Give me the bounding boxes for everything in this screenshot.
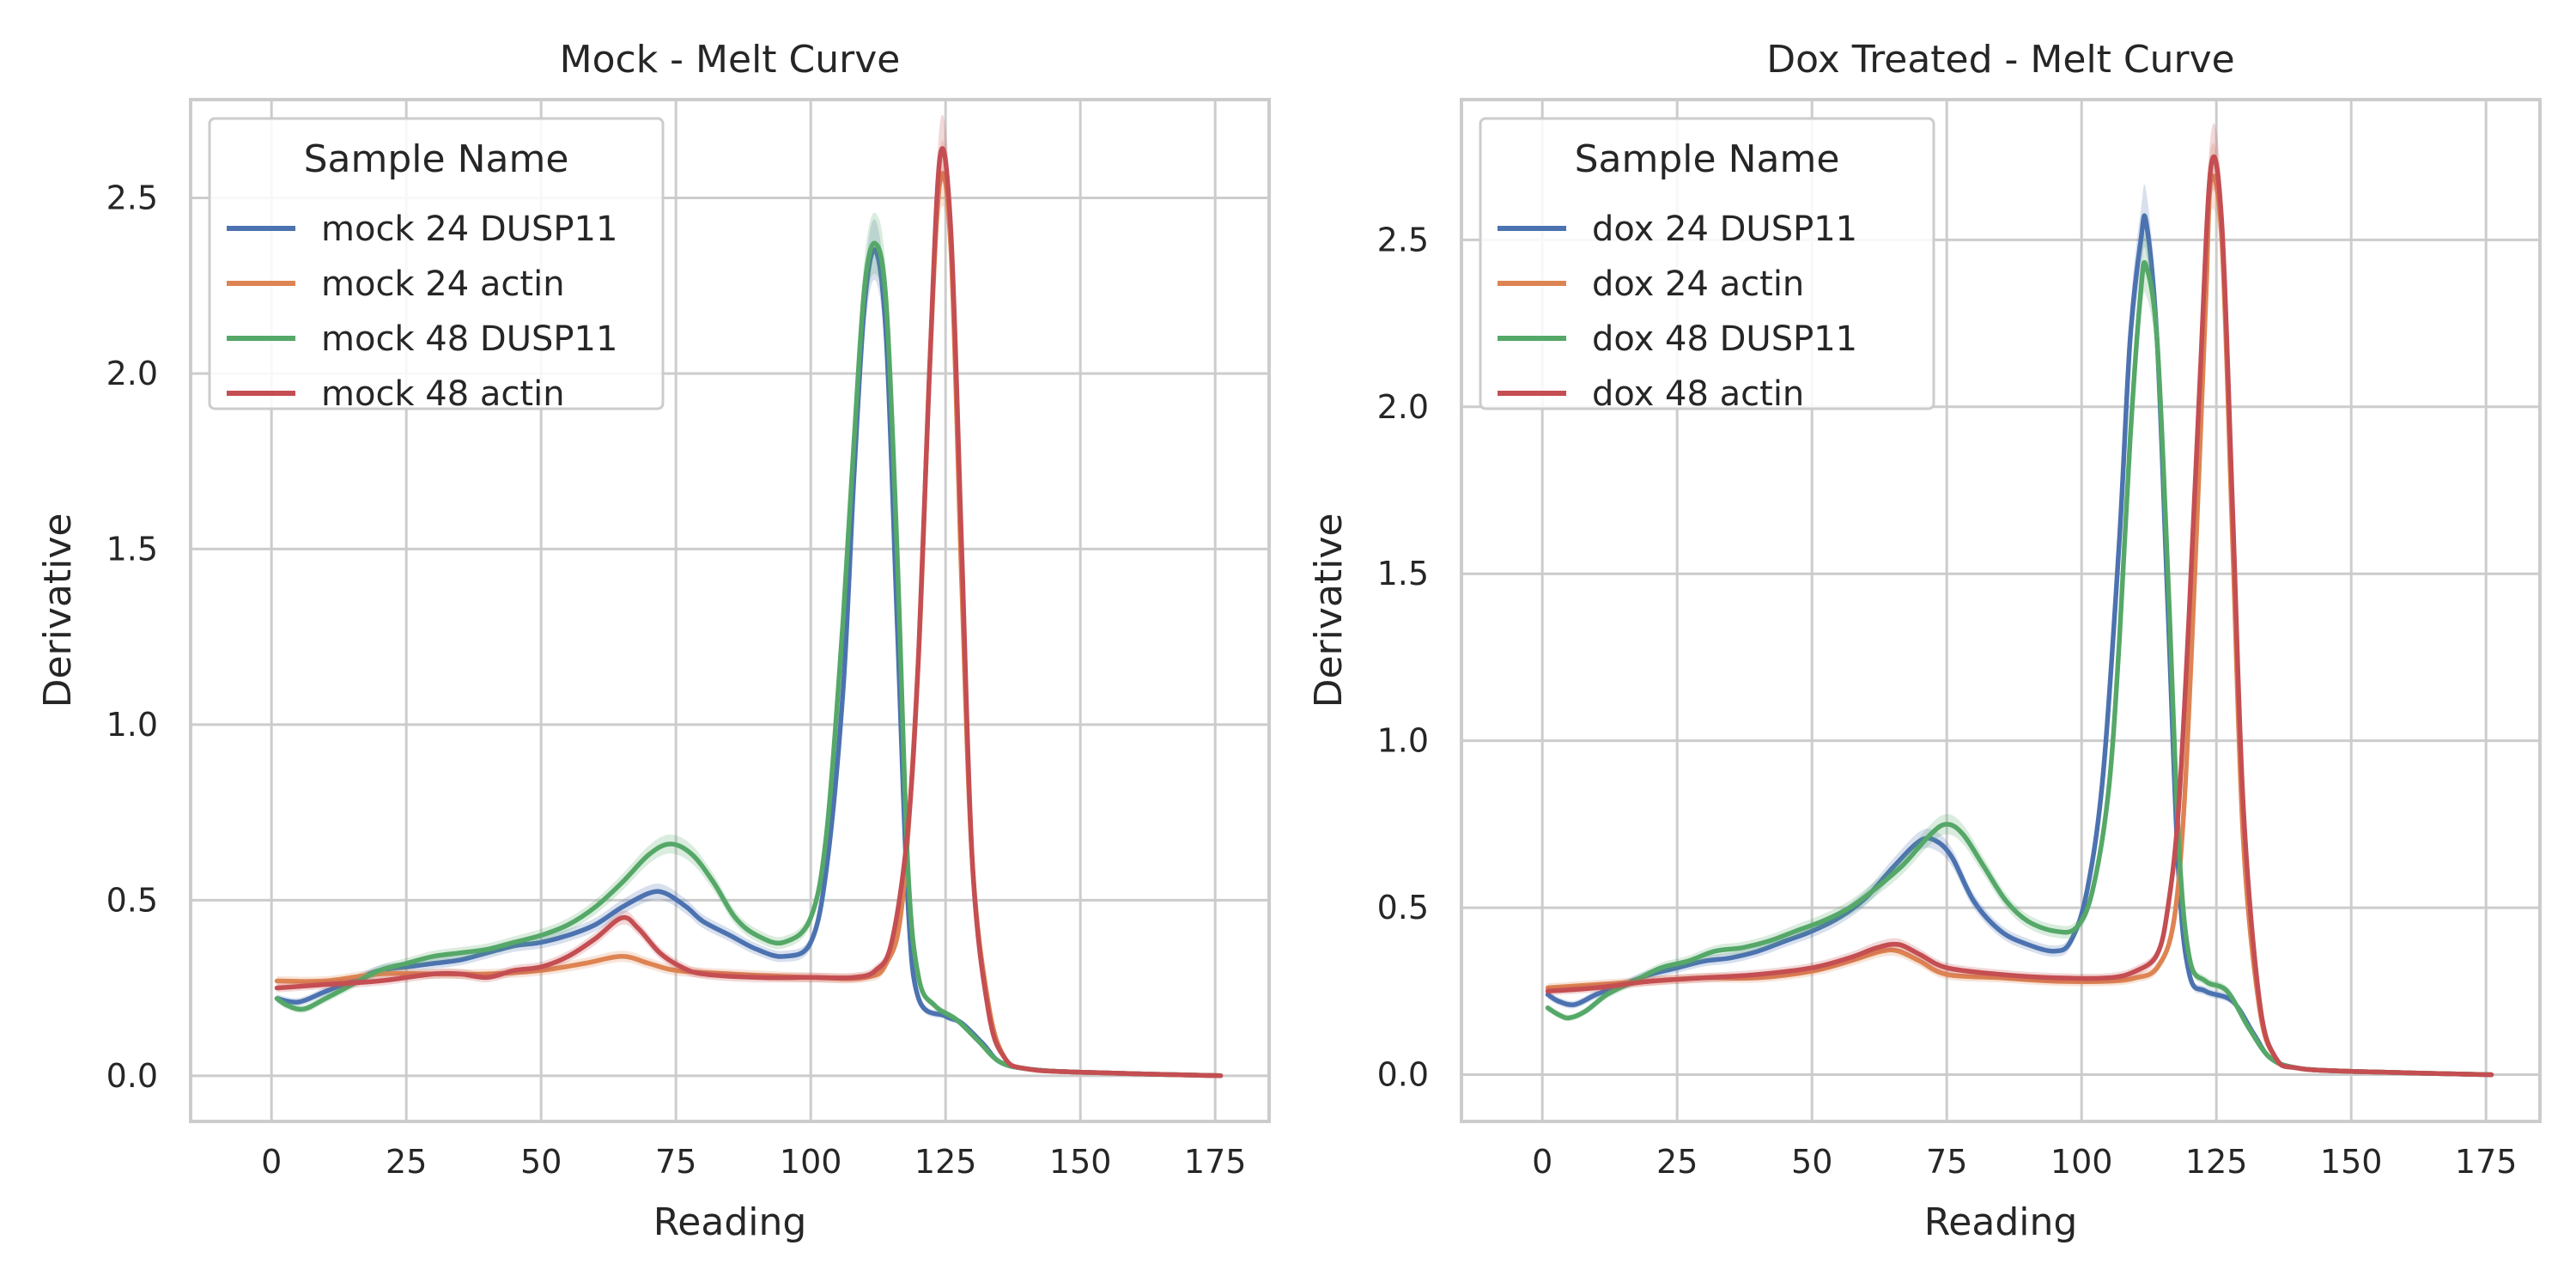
y-tick-label: 1.0 — [1377, 722, 1429, 760]
y-tick-label: 0.5 — [1377, 889, 1429, 927]
series-line — [1545, 260, 2494, 1078]
legend-title: Sample Name — [304, 137, 569, 181]
x-axis-label: Reading — [1924, 1200, 2078, 1244]
legend-box — [1479, 117, 1935, 410]
x-tick-label: 0 — [1532, 1143, 1552, 1181]
y-tick-label: 2.5 — [106, 179, 158, 217]
series-line — [274, 146, 1224, 1078]
series-line — [274, 240, 1224, 1078]
mock-melt-curve-panel: 0 25 50 75 100 125 150 175 0.0 0.5 1.0 1.5 2.0 2.5 Moc… — [36, 38, 1271, 1244]
legend-entry: mock 48 DUSP11 — [321, 319, 617, 359]
x-tick-label: 175 — [2455, 1143, 2518, 1181]
x-tick-label: 25 — [386, 1143, 427, 1181]
x-tick-label: 0 — [261, 1143, 282, 1181]
x-tick-label: 25 — [1656, 1143, 1698, 1181]
x-tick-label: 75 — [655, 1143, 696, 1181]
series-line — [274, 246, 1224, 1078]
chart-title: Mock - Melt Curve — [560, 38, 901, 82]
x-axis-label: Reading — [653, 1200, 807, 1244]
x-tick-label: 50 — [1791, 1143, 1832, 1181]
x-tick-label: 100 — [780, 1143, 842, 1181]
legend-entry: mock 48 actin — [321, 374, 565, 414]
x-tick-label: 50 — [520, 1143, 562, 1181]
x-tick-label: 100 — [2050, 1143, 2113, 1181]
series-line — [1545, 154, 2494, 1078]
y-tick-label: 1.5 — [106, 530, 158, 568]
x-tick-label: 175 — [1184, 1143, 1247, 1181]
legend-title: Sample Name — [1575, 137, 1840, 181]
y-tick-label: 2.0 — [106, 355, 158, 392]
legend-entry: dox 48 actin — [1592, 374, 1804, 414]
y-tick-label: 0.5 — [106, 881, 158, 919]
y-axis-label: Derivative — [1307, 513, 1351, 708]
plot-frame — [189, 98, 1271, 1123]
x-tick-label: 125 — [2185, 1143, 2248, 1181]
plot-frame — [1460, 98, 2542, 1123]
x-tick-label: 125 — [914, 1143, 977, 1181]
series-line — [1545, 213, 2494, 1078]
legend-box — [208, 117, 665, 410]
chart-title: Dox Treated - Melt Curve — [1766, 38, 2234, 82]
y-tick-label: 2.5 — [1377, 221, 1429, 258]
x-tick-label: 150 — [1049, 1143, 1112, 1181]
x-tick-label: 150 — [2320, 1143, 2383, 1181]
legend-entry: mock 24 actin — [321, 264, 565, 304]
legend-entry: dox 24 actin — [1592, 264, 1804, 304]
y-tick-label: 1.5 — [1377, 555, 1429, 592]
legend-entry: mock 24 DUSP11 — [321, 210, 617, 249]
legend-entry: dox 48 DUSP11 — [1592, 319, 1857, 359]
y-axis-label: Derivative — [36, 513, 80, 708]
legend-entry: dox 24 DUSP11 — [1592, 210, 1857, 249]
dox-melt-curve-panel: 0 25 50 75 100 125 150 175 0.0 0.5 1.0 1.5 2.0 2.5 Dox… — [1307, 38, 2542, 1244]
x-tick-label: 75 — [1926, 1143, 1967, 1181]
y-tick-label: 2.0 — [1377, 388, 1429, 426]
y-tick-label: 0.0 — [106, 1057, 158, 1095]
y-tick-label: 0.0 — [1377, 1056, 1429, 1094]
y-tick-label: 1.0 — [106, 706, 158, 744]
